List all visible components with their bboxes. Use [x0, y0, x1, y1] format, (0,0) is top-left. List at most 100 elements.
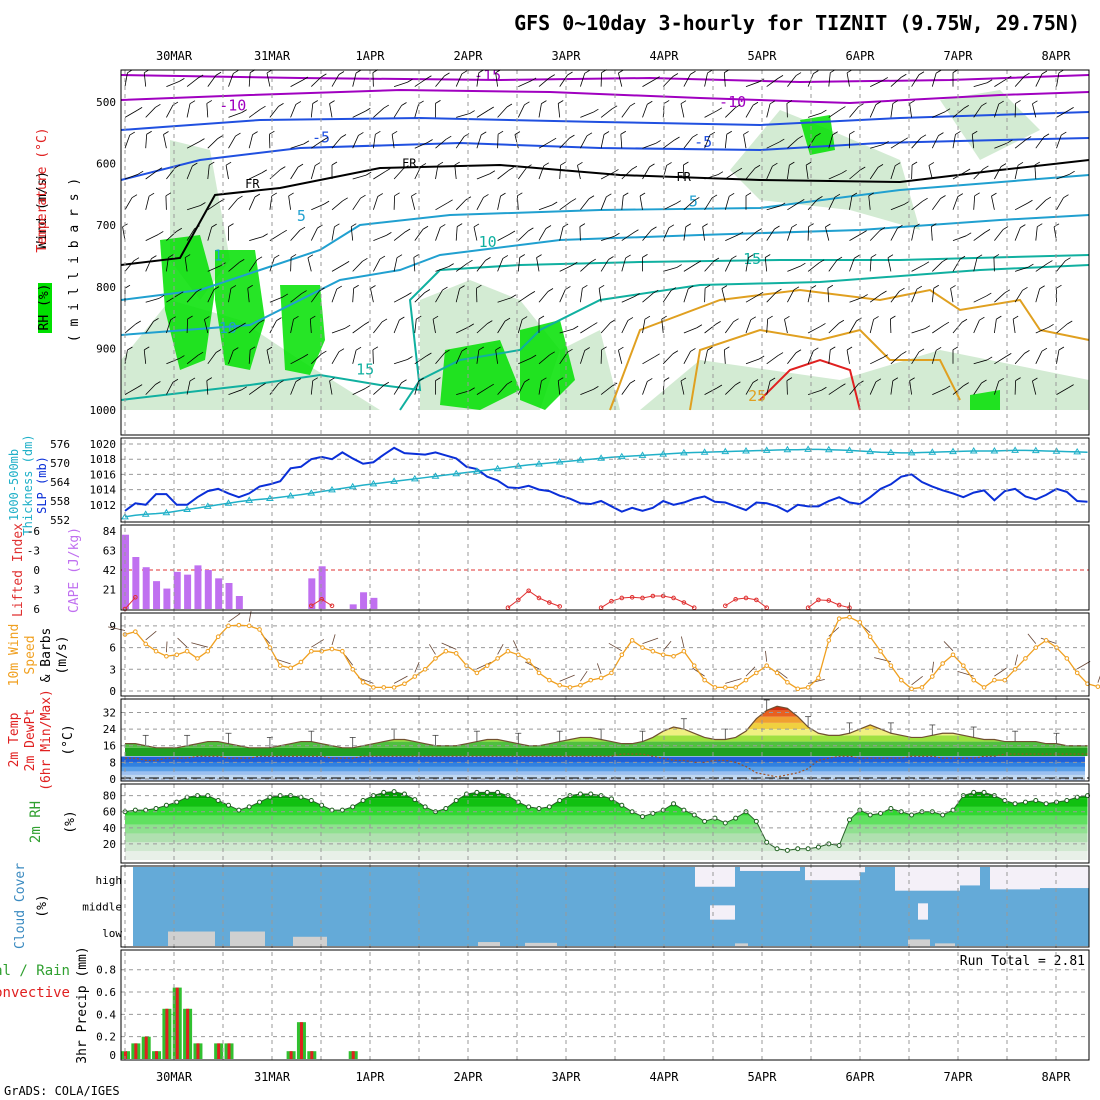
wind-barb-flag — [189, 377, 196, 382]
rh-marker — [215, 797, 221, 803]
wind-barb — [849, 258, 855, 272]
wind-speed-marker — [174, 652, 180, 658]
wind-barb — [621, 296, 635, 303]
wind-barb-flag — [856, 317, 862, 322]
cape-bar — [173, 571, 181, 609]
wind-barb — [124, 323, 136, 334]
wind-barb — [642, 143, 656, 149]
wind-barb — [1056, 349, 1060, 364]
wind-barb-flag — [483, 194, 489, 198]
wind-barb-flag — [196, 288, 202, 293]
wind-barb — [311, 76, 322, 87]
wind-speed-marker — [609, 670, 614, 676]
wind-barb-flag — [262, 233, 268, 238]
rh-axis-label: RH (%) — [37, 284, 52, 331]
wind-barb — [435, 75, 445, 87]
wind-barb-flag — [541, 100, 547, 104]
wind-barb — [745, 81, 760, 87]
wind-barb — [413, 257, 416, 272]
wind-speed-marker — [847, 614, 852, 620]
wind-barb — [1027, 633, 1037, 644]
wind-barb — [828, 72, 831, 87]
wind-speed-marker — [516, 652, 521, 658]
rh-marker — [1012, 801, 1018, 807]
wind-barb — [497, 643, 504, 655]
thickness-marker — [493, 464, 502, 472]
wind-barb-flag — [653, 289, 659, 294]
cape-bar — [235, 596, 243, 609]
panel-frame — [120, 783, 1090, 864]
li-marker — [557, 604, 563, 609]
wind-barb-flag — [789, 161, 795, 166]
wind-speed-marker — [961, 663, 966, 668]
wind-barb-flag — [767, 315, 773, 320]
wind-barb-flag — [774, 225, 780, 230]
rh-marker — [1043, 801, 1049, 807]
wind-barb — [807, 326, 821, 334]
wind-barb — [723, 72, 726, 87]
wind-barb — [311, 140, 324, 149]
wind-barb — [725, 384, 736, 395]
thickness-marker — [762, 446, 771, 453]
wind-barb — [414, 103, 420, 118]
wind-barb-flag — [620, 130, 627, 135]
wind-barb — [391, 134, 395, 149]
contour-label: -10 — [219, 97, 246, 115]
wind-barb-flag — [961, 318, 968, 323]
temperature-contour — [120, 174, 1090, 301]
wind-barb — [909, 103, 912, 118]
wind-barb-flag — [614, 232, 620, 237]
cape-bar — [360, 592, 368, 609]
thickness-marker — [949, 447, 957, 455]
rh-marker — [360, 797, 366, 803]
wind-barb-flag — [200, 202, 206, 206]
wind-barb-flag — [422, 225, 429, 230]
wind-barb — [352, 197, 361, 211]
wind-speed-marker — [836, 616, 842, 621]
wind-barb-flag — [129, 131, 135, 136]
wind-barb-flag — [931, 223, 937, 227]
wind-barb — [454, 165, 457, 180]
wind-barb — [456, 113, 470, 118]
wind-barb — [455, 199, 467, 211]
wind-barb — [249, 236, 263, 241]
wind-barb-flag — [832, 131, 838, 136]
rh-marker — [1064, 797, 1070, 803]
wind-barb-flag — [901, 351, 907, 355]
wind-barb-flag — [365, 171, 372, 176]
rh-marker — [940, 812, 946, 818]
wind-barb-flag — [996, 315, 1002, 320]
wind-barb-flag — [219, 198, 225, 203]
cape-bar — [318, 566, 326, 609]
wind-barb — [207, 165, 210, 180]
wind-barb-flag — [672, 350, 679, 355]
wind-barb — [331, 634, 336, 646]
wind-barb — [704, 260, 715, 272]
wind-barb — [621, 105, 631, 118]
wind-barb-flag — [821, 386, 827, 391]
wind-barb — [828, 109, 841, 118]
wind-barb-flag — [649, 163, 655, 168]
rh-marker — [153, 806, 159, 812]
wind-barb — [1035, 226, 1038, 241]
wind-barb — [766, 166, 773, 180]
wind-barb — [476, 72, 480, 87]
wind-barb-flag — [435, 377, 441, 381]
wind-barb-flag — [506, 103, 513, 108]
wind-barb-flag — [290, 254, 297, 258]
wind-barb-flag — [567, 71, 573, 76]
wind-barb — [228, 613, 241, 623]
wind-speed-marker — [878, 648, 883, 654]
wind-barb-flag — [440, 224, 446, 228]
cape-axis-label: CAPE (J/kg) — [67, 527, 82, 613]
wind-barb — [518, 80, 532, 87]
temp-axis-label: 2m Temp — [7, 712, 22, 767]
wind-barb-flag — [528, 227, 534, 232]
wind-barb — [577, 165, 581, 180]
wind-barb — [145, 630, 157, 641]
wind-speed-marker — [246, 623, 252, 629]
rh-marker — [712, 815, 718, 821]
cloud-cover-panel: high middle low Cloud Cover (%) — [13, 863, 1089, 949]
wind-barb-flag — [295, 378, 302, 382]
thickness-marker — [576, 456, 585, 463]
